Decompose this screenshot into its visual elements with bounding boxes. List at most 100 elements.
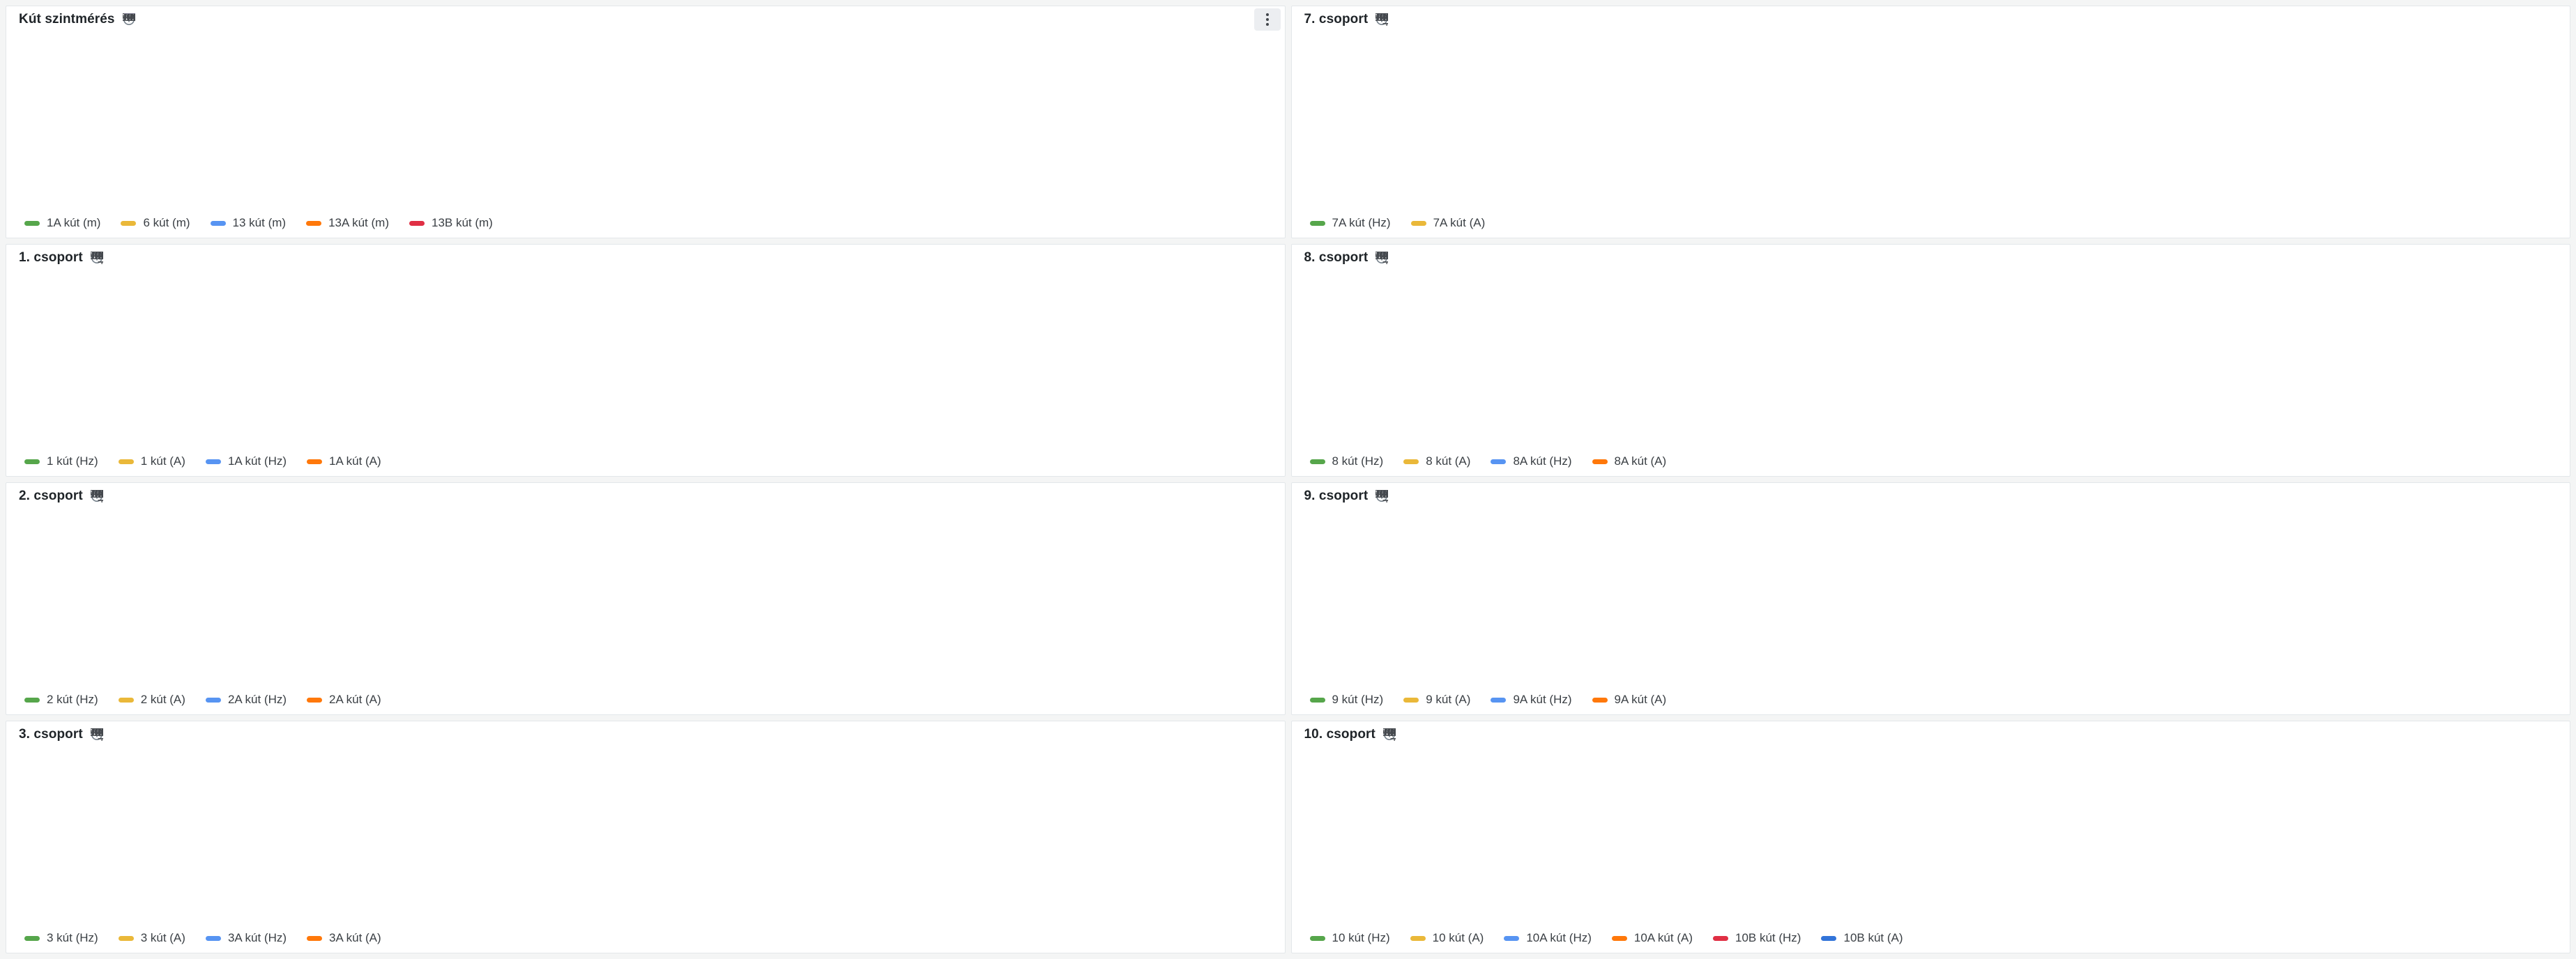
svg-text:08/25: 08/25 [1393,728,1396,739]
info-circle-icon[interactable]: 0102030405007/0107/0607/1107/1607/2107/2… [91,728,103,741]
legend-item[interactable]: 3A kút (Hz) [205,931,287,945]
svg-text:09/04: 09/04 [94,490,103,500]
time-series-chart[interactable] [1292,748,1501,852]
legend-item[interactable]: 10B kút (A) [1821,931,1903,945]
legend: 8 kút (Hz) 8 kút (A) 8A kút (Hz) 8A kút (A) [1292,452,2570,476]
svg-text:09/09: 09/09 [123,13,135,24]
legend-label: 1A kút (m) [47,216,101,229]
info-circle-icon[interactable]: 0102030405007/0107/0607/1107/1607/2107/2… [1375,490,1389,502]
svg-text:09/29: 09/29 [1375,13,1388,24]
legend-label: 2A kút (A) [329,693,381,706]
panel-title[interactable]: 9. csoport [1304,489,1369,503]
panel-title[interactable]: 7. csoport [1304,12,1369,26]
legend-item[interactable]: 2 kút (A) [118,693,185,707]
legend-label: 8A kút (Hz) [1513,454,1572,468]
legend-item[interactable]: 13 kút (m) [210,216,286,230]
legend-item[interactable]: 10A kút (Hz) [1504,931,1592,945]
panel-title[interactable]: 3. csoport [19,727,83,742]
legend-item[interactable]: 13B kút (m) [409,216,493,230]
panel-title[interactable]: 1. csoport [19,250,83,265]
legend-item[interactable]: 3 kút (Hz) [24,931,98,945]
svg-text:09/29: 09/29 [91,728,103,739]
chart-area [1292,33,2570,214]
svg-text:09/24: 09/24 [91,490,103,500]
svg-text:08/30: 08/30 [1382,252,1388,262]
legend-item[interactable]: 1A kút (m) [24,216,100,230]
svg-text:Hz & A: Hz & A [1388,728,1396,741]
info-circle-icon[interactable]: 0102030405007/0107/0607/1107/1607/2107/2… [1375,252,1389,264]
legend-item[interactable]: 10 kút (Hz) [1309,931,1390,945]
legend-swatch [1403,459,1419,464]
legend-swatch [210,220,226,226]
info-circle-icon[interactable]: 0102030405007/0107/0607/1107/1607/2107/2… [1375,13,1389,26]
legend-item[interactable]: 6 kút (m) [121,216,190,230]
info-circle-icon[interactable]: 0510152007/0107/0607/1107/1607/2107/2607… [123,13,135,26]
svg-text:09/24: 09/24 [1375,13,1388,24]
time-series-chart[interactable] [1292,33,1501,137]
legend-item[interactable]: 3 kút (A) [118,931,185,945]
legend-item[interactable]: 8 kút (Hz) [1309,454,1384,468]
legend-label: 1 kút (Hz) [47,454,98,468]
svg-text:08/25: 08/25 [100,490,103,500]
legend-label: 9 kút (A) [1426,693,1471,706]
legend-item[interactable]: 9 kút (A) [1403,693,1470,707]
legend-item[interactable]: 13A kút (m) [306,216,389,230]
svg-text:Hz & A: Hz & A [96,490,103,502]
time-series-chart[interactable] [6,33,215,137]
legend-label: 6 kút (m) [143,216,190,229]
legend-swatch [1491,459,1507,464]
legend-swatch [1410,220,1426,226]
time-series-chart[interactable] [1292,271,1501,376]
legend: 10 kút (Hz) 10 kút (A) 10A kút (Hz) 10A kút… [1292,929,2570,953]
legend-item[interactable]: 8A kút (Hz) [1491,454,1572,468]
legend-item[interactable]: 9 kút (Hz) [1309,693,1383,707]
legend-item[interactable]: 1A kút (A) [307,454,381,468]
legend-item[interactable]: 2 kút (Hz) [24,693,98,707]
legend-item[interactable]: 8A kút (A) [1592,454,1666,468]
legend: 1 kút (Hz) 1 kút (A) 1A kút (Hz) 1A kút (A) [6,452,1285,476]
legend-label: 8 kút (Hz) [1332,454,1384,468]
time-series-chart[interactable] [6,271,215,376]
legend-swatch [121,220,137,226]
info-circle-icon[interactable]: 0102030405007/0107/0607/1107/1607/2107/2… [91,490,103,502]
panel-menu-button[interactable] [1253,8,1281,31]
time-series-chart[interactable] [6,748,215,852]
legend-swatch [205,459,221,464]
legend-label: 9A kút (Hz) [1513,693,1572,706]
legend-item[interactable]: 9A kút (A) [1592,693,1666,707]
info-circle-icon[interactable]: 0102030405007/0107/0607/1107/1607/2107/2… [1383,728,1396,741]
svg-text:09/24: 09/24 [1375,252,1388,262]
legend-item[interactable]: 1 kút (Hz) [24,454,98,468]
panel-title[interactable]: Kút szintmérés [19,12,115,26]
legend-label: 10B kút (A) [1843,931,1903,944]
svg-text:09/24: 09/24 [91,728,103,739]
legend-item[interactable]: 3A kút (A) [307,931,381,945]
legend-item[interactable]: 9A kút (Hz) [1491,693,1572,707]
legend-item[interactable]: 2A kút (A) [307,693,381,707]
chart-area [1292,509,2570,691]
svg-text:Hz & A: Hz & A [1380,13,1388,26]
legend-item[interactable]: 1A kút (Hz) [205,454,287,468]
time-series-chart[interactable] [6,509,215,614]
legend-swatch [118,459,134,464]
time-series-chart[interactable] [1292,509,1501,614]
legend-item[interactable]: 10 kút (A) [1410,931,1484,945]
legend-item[interactable]: 10A kút (A) [1611,931,1693,945]
chart-area [1292,271,2570,452]
legend-label: 10 kút (A) [1432,931,1484,944]
panel-title[interactable]: 8. csoport [1304,250,1369,265]
panel-header: 7. csoport 0102030405007/0107/0607/1107/… [1292,6,2570,33]
panel-title[interactable]: 2. csoport [19,489,83,503]
legend-item[interactable]: 1 kút (A) [118,454,185,468]
svg-text:09/04: 09/04 [94,252,103,262]
legend-item[interactable]: 7A kút (Hz) [1309,216,1391,230]
svg-text:09/14: 09/14 [91,490,103,500]
info-circle-icon[interactable]: 0102030405007/0107/0607/1107/1607/2107/2… [91,252,103,264]
legend-item[interactable]: 10B kút (Hz) [1713,931,1801,945]
panel-title[interactable]: 10. csoport [1304,727,1375,742]
chart-area [6,748,1285,929]
legend-item[interactable]: 7A kút (A) [1410,216,1485,230]
legend-swatch [1309,697,1325,703]
legend-item[interactable]: 8 kút (A) [1403,454,1470,468]
legend-item[interactable]: 2A kút (Hz) [205,693,287,707]
